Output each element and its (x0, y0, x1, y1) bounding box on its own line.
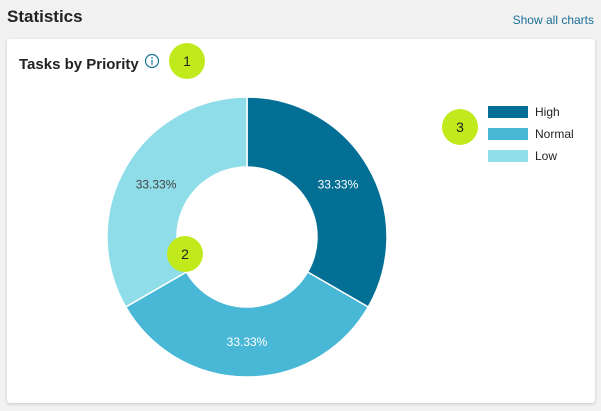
show-all-charts-link[interactable]: Show all charts (512, 13, 594, 27)
legend-swatch-high (488, 106, 528, 118)
legend-item-high[interactable]: High (488, 101, 574, 123)
tasks-by-priority-card: Tasks by Priority 33.33% 33.33% 33.33% Hig… (7, 39, 595, 403)
slice-label-high: 33.33% (318, 178, 359, 192)
legend-swatch-normal (488, 128, 528, 140)
legend-item-normal[interactable]: Normal (488, 123, 574, 145)
section-title: Statistics (7, 7, 83, 26)
slice-label-low: 33.33% (136, 178, 177, 192)
annotation-badge-1: 1 (169, 43, 205, 79)
donut-chart: 33.33% 33.33% 33.33% (106, 96, 388, 378)
annotation-badge-2: 2 (167, 236, 203, 272)
legend-swatch-low (488, 150, 528, 162)
slice-label-normal: 33.33% (227, 335, 268, 349)
legend-label-normal: Normal (535, 127, 574, 141)
legend-label-high: High (535, 105, 560, 119)
slice-high[interactable] (246, 96, 388, 309)
chart-legend: High Normal Low (488, 101, 574, 167)
legend-item-low[interactable]: Low (488, 145, 574, 167)
annotation-badge-3: 3 (442, 109, 478, 145)
legend-label-low: Low (535, 149, 558, 163)
slice-low[interactable] (106, 96, 248, 309)
info-icon[interactable] (144, 53, 160, 69)
chart-title: Tasks by Priority (19, 56, 139, 73)
slice-normal[interactable] (124, 270, 370, 378)
